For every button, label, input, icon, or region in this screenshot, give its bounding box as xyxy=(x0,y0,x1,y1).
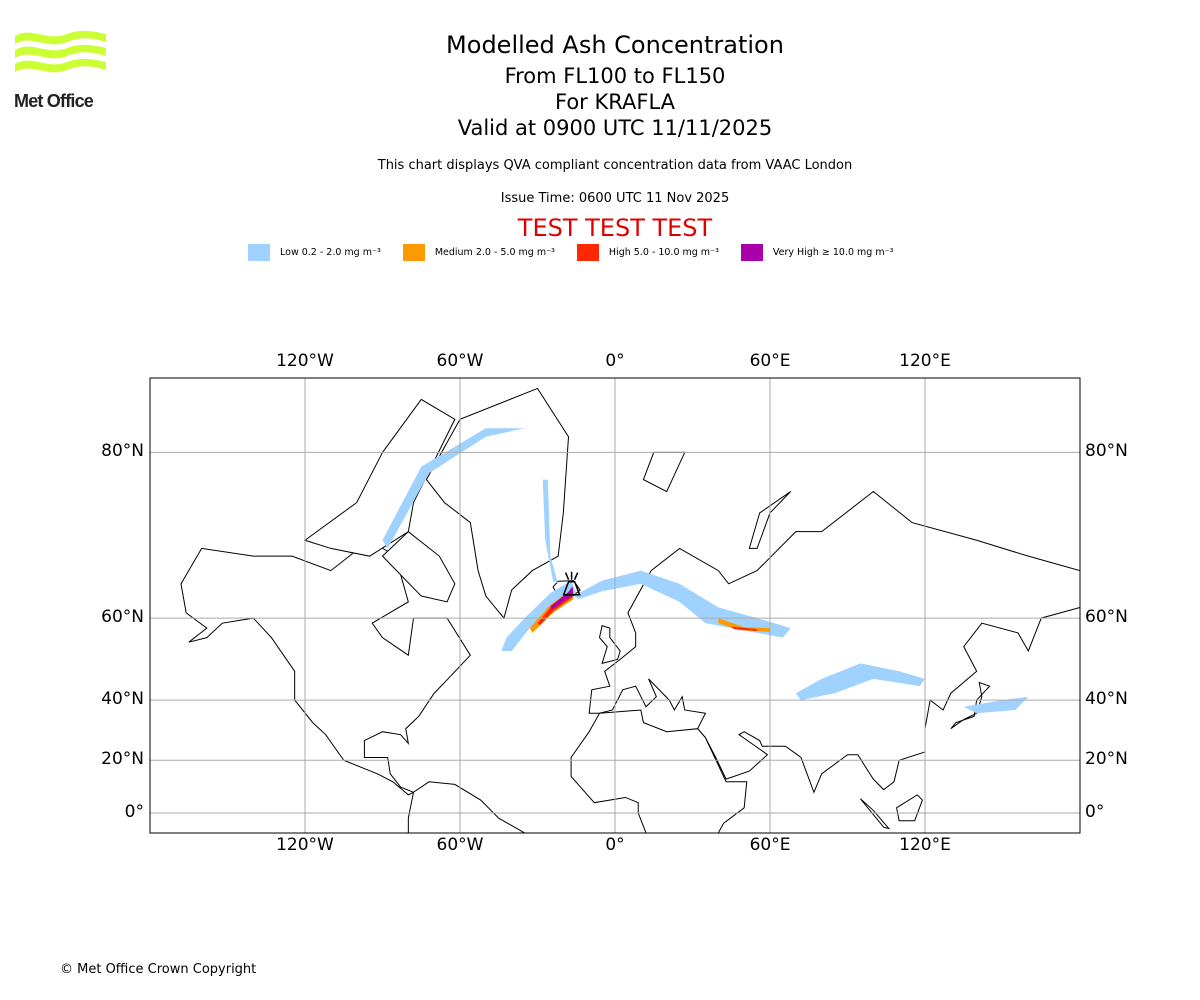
low-plume-asia xyxy=(795,663,925,701)
lat-tick-label-right: 20°N xyxy=(1085,749,1128,770)
legend-swatch xyxy=(248,244,270,261)
lon-tick-label-top: 0° xyxy=(605,351,625,371)
volcano-icon xyxy=(562,571,581,596)
lat-tick-label-left: 60°N xyxy=(101,607,144,628)
eurasia-coastline xyxy=(588,490,1080,794)
low-plume-pacific xyxy=(963,696,1029,714)
lon-tick-label-top: 120°W xyxy=(276,351,334,371)
lon-tick-label-bottom: 60°W xyxy=(436,835,484,855)
north-america-coastline xyxy=(180,539,471,796)
great-britain-coastline xyxy=(598,625,621,665)
gridlines xyxy=(150,378,1080,833)
lon-tick-label-bottom: 60°E xyxy=(749,835,791,855)
lat-tick-label-left: 40°N xyxy=(101,689,144,710)
chart-description: This chart displays QVA compliant concen… xyxy=(377,158,853,173)
lon-tick-label-top: 120°E xyxy=(899,351,951,371)
borneo-coastline xyxy=(896,794,923,822)
lat-tick-label-right: 0° xyxy=(1085,802,1105,822)
low-plume-east xyxy=(573,570,791,638)
svalbard-coastline xyxy=(642,451,686,493)
valid-time: Valid at 0900 UTC 11/11/2025 xyxy=(457,116,773,140)
legend-item-medium: Medium 2.0 - 5.0 mg m⁻³ xyxy=(402,244,555,261)
baffin-island-coastline xyxy=(381,531,456,603)
lat-tick-label-right: 40°N xyxy=(1085,689,1128,710)
south-america-coastline xyxy=(407,781,526,833)
lon-tick-label-bottom: 0° xyxy=(605,835,625,855)
chart-title: Modelled Ash Concentration xyxy=(446,31,784,59)
legend-swatch xyxy=(740,244,763,261)
lat-tick-label-left: 20°N xyxy=(101,749,144,770)
legend-swatch xyxy=(402,244,425,261)
met-office-logo-icon xyxy=(15,30,106,73)
medium-plume-russia xyxy=(718,618,770,632)
volcano-name: For KRAFLA xyxy=(555,90,675,114)
lon-tick-label-top: 60°W xyxy=(436,351,484,371)
flight-level-range: From FL100 to FL150 xyxy=(504,64,726,88)
low-plume-southwest xyxy=(501,580,577,651)
lat-tick-label-right: 80°N xyxy=(1085,441,1128,462)
legend-item-high: High 5.0 - 10.0 mg m⁻³ xyxy=(576,244,719,261)
lon-tick-label-bottom: 120°E xyxy=(899,835,951,855)
very-high-plume-iceland xyxy=(550,586,574,610)
logo-text: Met Office xyxy=(14,91,94,111)
high-plume-russia xyxy=(731,626,758,632)
novaya-zemlya-coastline xyxy=(748,491,792,549)
japan-coastline xyxy=(950,681,991,730)
coastlines xyxy=(180,387,1080,833)
sumatra-coastline xyxy=(860,798,891,830)
lon-tick-label-top: 60°E xyxy=(749,351,791,371)
lat-tick-label-left: 80°N xyxy=(101,441,144,462)
legend-item-very-high: Very High ≥ 10.0 mg m⁻³ xyxy=(740,244,893,261)
issue-time: Issue Time: 0600 UTC 11 Nov 2025 xyxy=(500,191,730,206)
legend-swatch xyxy=(576,244,599,261)
low-plume-greenland-south xyxy=(542,479,559,584)
lon-tick-label-bottom: 120°W xyxy=(276,835,334,855)
test-banner: TEST TEST TEST xyxy=(517,214,713,242)
lat-tick-label-right: 60°N xyxy=(1085,607,1128,628)
legend: Low 0.2 - 2.0 mg m⁻³ Medium 2.0 - 5.0 mg… xyxy=(248,244,915,261)
lat-tick-label-left: 0° xyxy=(124,802,144,822)
map-frame xyxy=(149,377,1081,834)
copyright: © Met Office Crown Copyright xyxy=(60,962,257,977)
legend-item-low: Low 0.2 - 2.0 mg m⁻³ xyxy=(248,244,381,261)
